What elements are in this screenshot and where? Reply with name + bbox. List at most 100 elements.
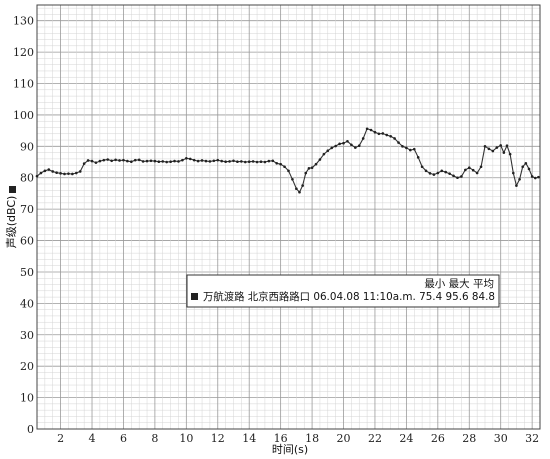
- data-point: [228, 160, 231, 163]
- x-tick-label: 22: [368, 432, 382, 445]
- data-point: [118, 159, 121, 162]
- data-point: [224, 160, 227, 164]
- data-point: [369, 128, 373, 132]
- data-point: [537, 175, 540, 179]
- data-point: [247, 160, 251, 164]
- data-point: [279, 162, 282, 166]
- x-tick-label: 18: [305, 432, 319, 445]
- y-tick-label: 70: [20, 203, 34, 216]
- data-point: [51, 170, 55, 173]
- x-tick-label: 6: [120, 432, 127, 445]
- x-tick-label: 14: [242, 432, 256, 445]
- data-point: [196, 159, 200, 163]
- data-point: [502, 151, 506, 154]
- data-point: [86, 159, 90, 162]
- data-point: [153, 159, 157, 163]
- data-point: [67, 172, 70, 175]
- data-point: [236, 160, 239, 164]
- y-tick-label: 20: [20, 360, 34, 373]
- data-point: [63, 172, 66, 176]
- data-point: [200, 159, 204, 162]
- data-point: [287, 169, 290, 173]
- data-point: [440, 169, 444, 173]
- data-point: [220, 159, 223, 163]
- data-point: [524, 161, 528, 165]
- legend-header: 最小 最大 平均: [424, 277, 494, 290]
- legend-series-marker: [191, 293, 198, 300]
- x-tick-label: 10: [179, 432, 193, 445]
- data-point: [527, 167, 531, 171]
- data-point: [389, 134, 392, 138]
- data-point: [275, 161, 279, 165]
- series-layer: [35, 127, 540, 194]
- x-tick-label: 32: [525, 432, 539, 445]
- data-point: [385, 133, 389, 137]
- data-point: [338, 142, 341, 146]
- data-point: [322, 152, 326, 156]
- data-point: [204, 159, 208, 163]
- data-point: [102, 158, 106, 162]
- data-point: [393, 137, 396, 140]
- x-axis-label: 时间(s): [272, 443, 308, 456]
- data-point: [267, 159, 271, 163]
- data-point: [291, 178, 294, 181]
- data-point: [342, 141, 345, 145]
- y-tick-label: 40: [20, 297, 34, 310]
- data-point: [243, 160, 247, 164]
- data-point: [511, 171, 515, 175]
- data-point: [295, 187, 298, 191]
- data-point: [444, 170, 447, 174]
- data-point: [39, 171, 43, 175]
- data-point: [471, 168, 475, 172]
- data-point: [71, 172, 74, 176]
- data-point: [106, 158, 110, 161]
- data-point: [181, 158, 184, 162]
- data-point: [161, 160, 165, 163]
- data-point: [467, 166, 471, 169]
- data-point: [78, 170, 82, 173]
- data-point: [409, 148, 412, 152]
- data-point: [169, 160, 172, 164]
- x-tick-label: 26: [431, 432, 445, 445]
- y-tick-label: 120: [13, 46, 34, 59]
- data-point: [43, 169, 47, 173]
- data-point: [259, 160, 263, 164]
- data-point: [240, 160, 243, 163]
- data-point: [145, 159, 149, 163]
- data-point: [491, 149, 495, 153]
- data-point: [330, 146, 334, 150]
- data-point: [271, 159, 275, 163]
- data-point: [483, 145, 487, 148]
- data-point: [263, 160, 267, 164]
- data-point: [424, 169, 428, 173]
- data-point: [94, 161, 98, 164]
- data-point: [47, 168, 51, 171]
- x-tick-label: 16: [274, 432, 288, 445]
- data-point: [232, 159, 235, 163]
- data-point: [487, 147, 491, 151]
- data-point: [357, 144, 361, 148]
- data-point: [495, 146, 499, 149]
- y-axis-label: 声级(dBC): [4, 196, 18, 249]
- data-point: [452, 174, 455, 178]
- data-point: [114, 158, 117, 162]
- data-point: [464, 168, 467, 172]
- data-point: [307, 167, 311, 170]
- x-tick-label: 28: [462, 432, 476, 445]
- data-point: [460, 175, 463, 178]
- data-point: [401, 145, 404, 148]
- plot-area-frame: [36, 4, 541, 430]
- y-tick-label: 100: [13, 109, 34, 122]
- y-axis-label-group: 声级(dBC): [4, 196, 18, 249]
- data-point: [35, 174, 39, 178]
- data-point: [90, 159, 94, 163]
- data-point: [310, 166, 314, 169]
- data-point: [318, 158, 322, 161]
- data-point: [475, 171, 479, 175]
- chart-grid: [37, 5, 541, 430]
- data-point: [508, 152, 512, 156]
- x-tick-label: 2: [57, 432, 64, 445]
- y-tick-label: 10: [20, 392, 34, 405]
- data-point: [428, 172, 432, 175]
